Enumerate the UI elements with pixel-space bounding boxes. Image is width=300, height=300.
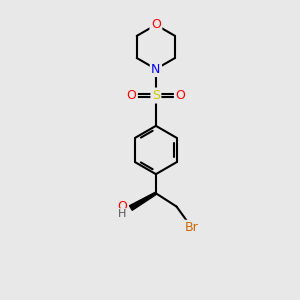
Text: H: H: [118, 209, 126, 220]
Polygon shape: [130, 192, 157, 210]
Text: O: O: [176, 89, 185, 102]
Text: O: O: [117, 200, 127, 213]
Text: O: O: [151, 18, 161, 32]
Text: S: S: [152, 89, 160, 102]
Text: N: N: [151, 62, 160, 76]
Text: Br: Br: [184, 221, 198, 234]
Text: O: O: [127, 89, 136, 102]
